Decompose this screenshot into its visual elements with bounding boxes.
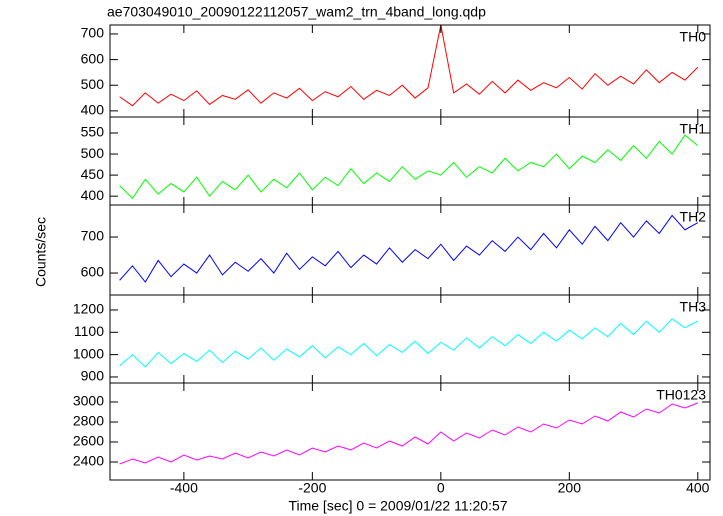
y-tick-label: 400 [81, 187, 105, 203]
panel-label: TH2 [680, 209, 707, 225]
y-tick-label: 700 [81, 25, 105, 41]
y-tick-label: 1200 [73, 301, 104, 317]
y-tick-label: 2800 [73, 413, 104, 429]
data-line [119, 402, 698, 465]
panel-label: TH1 [680, 121, 707, 137]
panel-frame [109, 116, 711, 206]
y-tick-label: 700 [81, 228, 105, 244]
y-axis-label: Counts/sec [33, 217, 49, 287]
data-line [119, 134, 699, 200]
y-tick-label: 900 [81, 368, 105, 384]
data-line [119, 214, 699, 283]
y-tick-label: 500 [81, 76, 105, 92]
y-tick-label: 2600 [73, 433, 104, 449]
y-tick-label: 400 [81, 102, 105, 118]
panel-label: TH0123 [656, 387, 706, 403]
panel-label: TH0 [680, 29, 707, 45]
y-tick-label: 3000 [73, 393, 104, 409]
x-tick-label: 0 [437, 480, 445, 496]
y-tick-label: 1000 [73, 345, 104, 361]
x-tick-label: -400 [170, 480, 198, 496]
data-line [119, 318, 699, 368]
y-tick-label: 600 [81, 264, 105, 280]
y-tick-label: 550 [81, 124, 105, 140]
y-tick-label: 2400 [73, 453, 104, 469]
x-axis-label: Time [sec] 0 = 2009/01/22 11:20:57 [288, 498, 507, 514]
panel-frame [109, 24, 711, 118]
y-tick-label: 600 [81, 50, 105, 66]
panel-label: TH3 [680, 299, 707, 315]
panel-frame [109, 294, 711, 384]
y-tick-label: 450 [81, 166, 105, 182]
panel-frame [109, 204, 711, 296]
chart-title: ae703049010_20090122112057_wam2_trn_4ban… [107, 4, 486, 20]
x-tick-label: -200 [298, 480, 326, 496]
x-tick-label: 200 [558, 480, 582, 496]
y-tick-label: 500 [81, 145, 105, 161]
panel-frame [109, 382, 711, 481]
data-line [119, 24, 699, 107]
x-tick-label: 400 [686, 480, 710, 496]
y-tick-label: 1100 [74, 323, 104, 339]
